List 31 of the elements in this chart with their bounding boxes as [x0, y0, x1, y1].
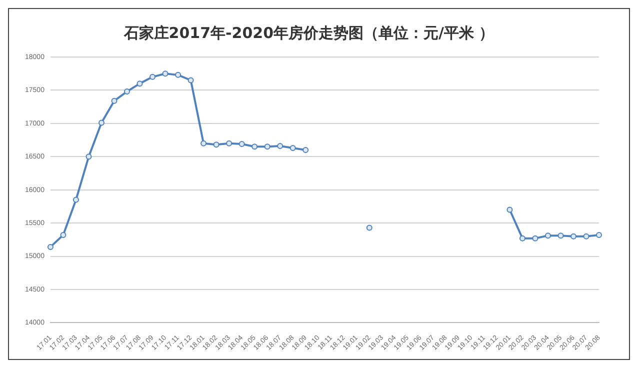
point: [136, 80, 143, 87]
point: [150, 74, 156, 80]
point: [302, 146, 309, 153]
point: [264, 144, 270, 150]
point: [188, 77, 194, 84]
point: [558, 232, 564, 239]
point: [47, 244, 54, 250]
point: [570, 233, 576, 240]
point: [290, 144, 296, 151]
point: [506, 206, 513, 213]
point: [238, 141, 245, 148]
point: [200, 140, 207, 146]
point: [98, 120, 104, 126]
point: [583, 233, 590, 240]
point: [366, 224, 372, 231]
point: [111, 98, 118, 104]
point: [532, 235, 538, 242]
point: [60, 232, 66, 238]
point: [213, 142, 220, 148]
point: [72, 196, 79, 203]
point: [226, 140, 232, 146]
point: [175, 72, 182, 78]
point: [596, 232, 602, 238]
chart-title: 石家庄2017年-2020年房价走势图（单位：元/平米 ）: [122, 24, 494, 42]
point: [252, 144, 258, 150]
point: [519, 235, 526, 242]
point: [544, 232, 551, 239]
point: [277, 143, 284, 149]
point: [162, 70, 168, 77]
point: [86, 154, 92, 160]
point: [124, 88, 130, 95]
